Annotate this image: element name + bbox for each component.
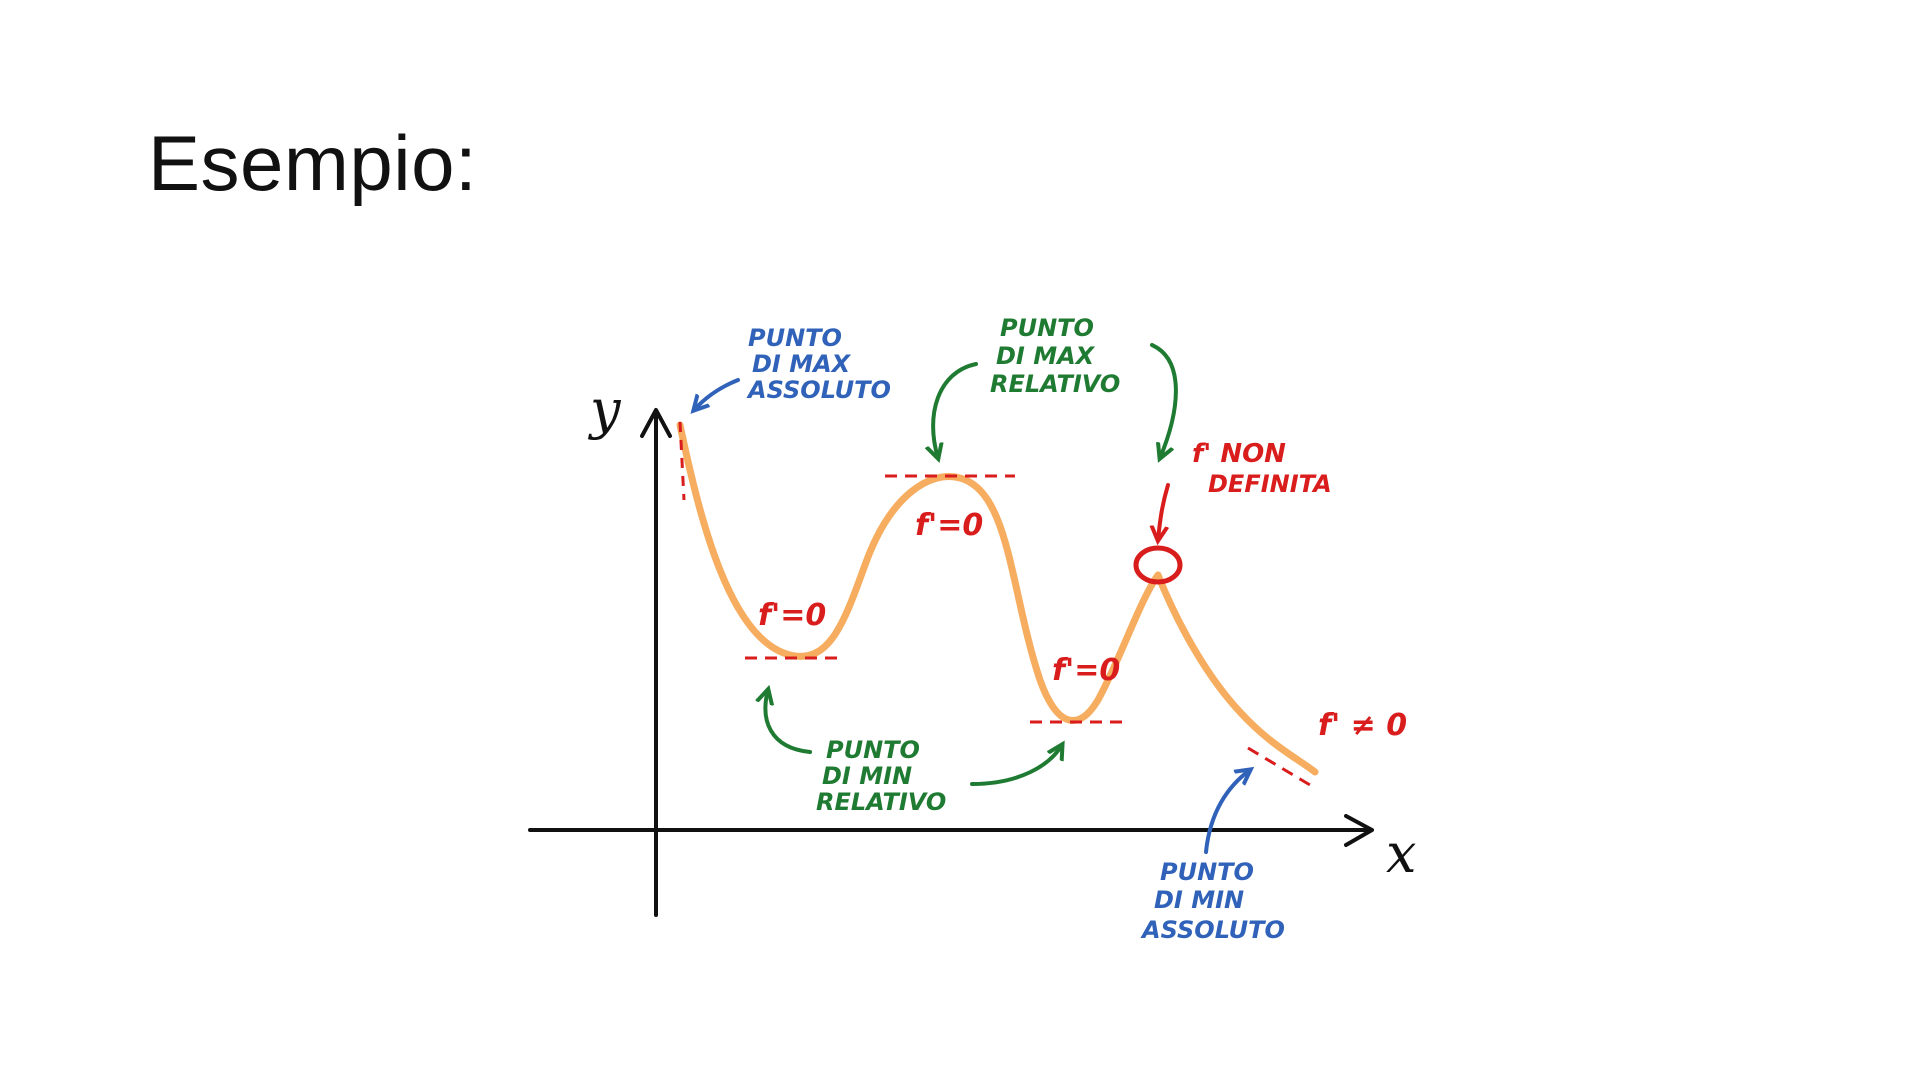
tangent-max-assoluto — [678, 421, 686, 501]
y-axis-arrowhead — [640, 408, 672, 438]
cusp-circle — [1133, 545, 1183, 585]
non-definita-line-2: DEFINITA — [1208, 470, 1332, 498]
min-relativo-arrow-right — [970, 745, 1062, 786]
max-assoluto-line-2: DI MAX — [752, 350, 852, 378]
min-assoluto-line-1: PUNTO — [1160, 858, 1254, 886]
tangent-min-assoluto — [1247, 746, 1311, 787]
max-relativo-label: PUNTO DI MAX RELATIVO — [990, 314, 1120, 398]
max-assoluto-label: PUNTO DI MAX ASSOLUTO — [746, 324, 891, 404]
max-relativo-line-1: PUNTO — [1000, 314, 1094, 342]
min-relativo-line-1: PUNTO — [826, 736, 920, 764]
min-relativo-arrow-left — [765, 690, 812, 754]
min-relativo-label: PUNTO DI MIN RELATIVO — [816, 736, 946, 816]
max-relativo-line-3: RELATIVO — [990, 370, 1120, 398]
max-assoluto-arrow — [694, 378, 740, 410]
x-axis-label: x — [1386, 822, 1416, 885]
fprime-nonzero-label: f' ≠ 0 — [1318, 708, 1407, 743]
max-assoluto-line-3: ASSOLUTO — [746, 376, 891, 404]
non-definita-line-1: f' NON — [1192, 439, 1286, 469]
min-relativo-line-3: RELATIVO — [816, 788, 946, 816]
slide-title: Esempio: — [148, 119, 478, 207]
y-axis-label: y — [588, 378, 622, 441]
max-relativo-arrow-right — [1150, 343, 1178, 458]
x-axis-arrowhead — [1344, 814, 1374, 847]
max-relativo-arrow-left — [933, 362, 978, 458]
function-curve — [676, 421, 1319, 776]
max-assoluto-line-1: PUNTO — [748, 324, 842, 352]
min-relativo-line-2: DI MIN — [822, 762, 912, 790]
max-relativo-line-2: DI MAX — [996, 342, 1096, 370]
min-assoluto-label: PUNTO DI MIN ASSOLUTO — [1140, 858, 1285, 944]
min-assoluto-line-2: DI MIN — [1154, 886, 1244, 914]
min-assoluto-line-3: ASSOLUTO — [1140, 916, 1285, 944]
fprime-zero-label-min2: f'=0 — [1052, 653, 1120, 688]
non-definita-arrow — [1158, 483, 1170, 540]
fprime-zero-label-max: f'=0 — [915, 508, 983, 543]
fprime-zero-label-min1: f'=0 — [758, 598, 826, 633]
non-definita-label: f' NON DEFINITA — [1192, 439, 1332, 498]
min-assoluto-arrow — [1204, 770, 1250, 854]
